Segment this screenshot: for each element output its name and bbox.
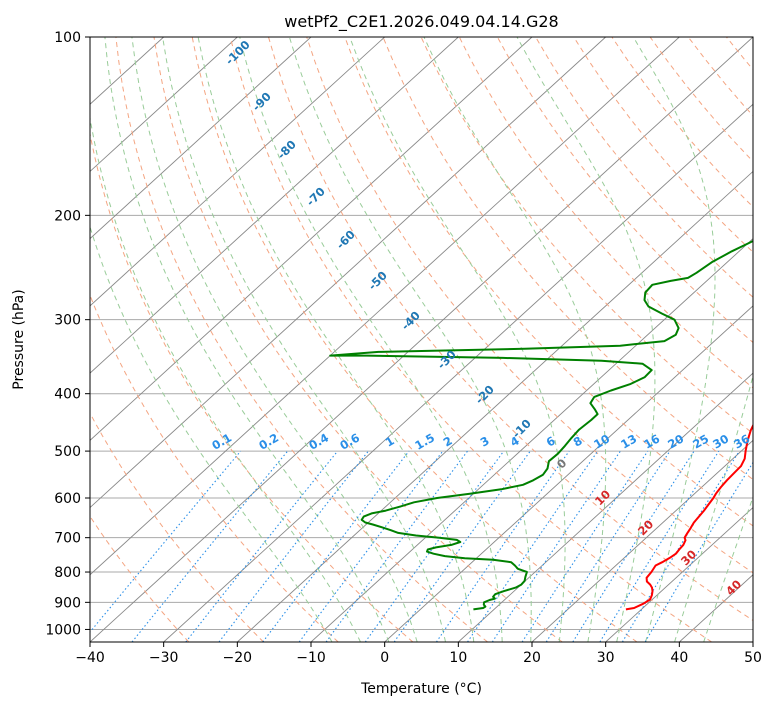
y-tick-label: 300 [54,313,81,329]
y-tick-label: 500 [54,444,81,460]
y-tick-label: 900 [54,595,81,611]
mixing-ratio-line [467,450,599,642]
dry-adiabat-line [458,37,753,389]
moist-adiabat-line [104,37,390,642]
isotherm-line [163,103,753,642]
isotherm-line [90,37,606,509]
x-tick-label: 50 [744,650,762,666]
mixing-ratio-label: 16 [641,432,662,452]
y-tick-label: 700 [54,531,81,547]
mixing-ratio-line [185,450,339,642]
moist-adiabat-line [162,37,446,642]
x-tick-label: −30 [149,650,179,666]
mixing-ratio-line [521,450,649,642]
x-tick-label: 10 [449,650,467,666]
mixing-ratio-label: 10 [591,432,612,452]
mixing-ratio-label: 25 [690,432,711,452]
isotherm-line [310,238,753,642]
moist-adiabat-line [288,37,532,642]
dry-adiabat-line [90,131,414,642]
chart-title: wetPf2_C2E1.2026.049.04.14.G28 [284,12,558,32]
mixing-ratio-line [491,450,621,642]
dry-adiabat-line [191,37,638,642]
moist-adiabat-line [197,37,475,642]
x-tick-label: 0 [380,650,389,666]
isotherm-line [384,305,753,642]
mixing-ratio-line [545,450,671,642]
grid-layer [90,37,753,642]
mixing-ratio-line [131,450,289,642]
mixing-ratio-line [572,450,695,642]
isotherm-line [531,439,753,642]
mixing-ratio-line [435,450,570,642]
x-tick-label: −40 [75,650,105,666]
isotherm-line [90,37,533,441]
temperature-profile [625,423,753,611]
isotherm-line [458,372,753,642]
dry-adiabat-line [90,412,264,642]
x-tick-label: −10 [296,650,326,666]
mixing-ratio-label: 13 [618,432,639,452]
dry-adiabat-line [306,37,753,574]
y-axis-label: Pressure (hPa) [11,289,27,389]
isotherm-line [90,37,753,642]
dry-adiabat-line [153,37,563,642]
series-layer [329,239,753,611]
mixing-ratio-label: 30 [710,432,731,452]
y-tick-label: 200 [54,208,81,224]
x-axis-label: Temperature (°C) [360,681,482,697]
y-axis: 100 200 300 400 500 600 700 800 900 1000 [45,30,90,638]
moist-adiabat-line [90,225,333,642]
x-tick-label: 40 [670,650,688,666]
mixing-ratio-line [325,450,468,642]
moist-adiabat-line [131,37,418,642]
mixing-ratio-line [364,450,505,642]
x-tick-label: 30 [597,650,615,666]
moist-adiabat-line [423,37,607,642]
moist-adiabat-line [349,37,566,642]
dry-adiabat-line [90,293,339,642]
mixing-ratio-line [90,450,242,633]
y-tick-label: 400 [54,387,81,403]
x-tick-label: 20 [523,650,541,666]
dry-adiabat-line [344,37,753,527]
plot-frame [89,36,754,643]
dry-adiabat-line [496,37,753,344]
y-tick-label: 100 [54,30,81,46]
x-axis: −40 −30 −20 −10 0 10 20 30 40 50 [75,642,762,666]
moist-adiabat-line [239,37,503,642]
y-tick-label: 800 [54,565,81,581]
isotherm-line [90,37,238,173]
dry-adiabat-line [90,515,190,642]
dry-adiabat-line [115,37,488,642]
mixing-ratio-line [298,450,444,642]
isotherm-line [90,37,680,576]
x-tick-label: −20 [223,650,253,666]
y-tick-label: 600 [54,491,81,507]
dewpoint-profile [329,239,753,611]
isotherm-line [90,37,459,374]
mixing-ratio-line [621,450,740,642]
isotherm-line [90,37,312,240]
mixing-ratio-line [393,450,531,642]
mixing-ratio-line [262,450,410,642]
isotherm-line [237,170,753,642]
dry-adiabat-line [268,37,753,622]
moist-adiabat-line [90,114,361,642]
y-tick-label: 1000 [45,622,81,638]
isotherm-line [605,506,753,642]
mixing-ratio-label: 36 [731,432,752,452]
isotherm-line [90,37,385,307]
mixing-ratio-label: 20 [665,432,686,452]
